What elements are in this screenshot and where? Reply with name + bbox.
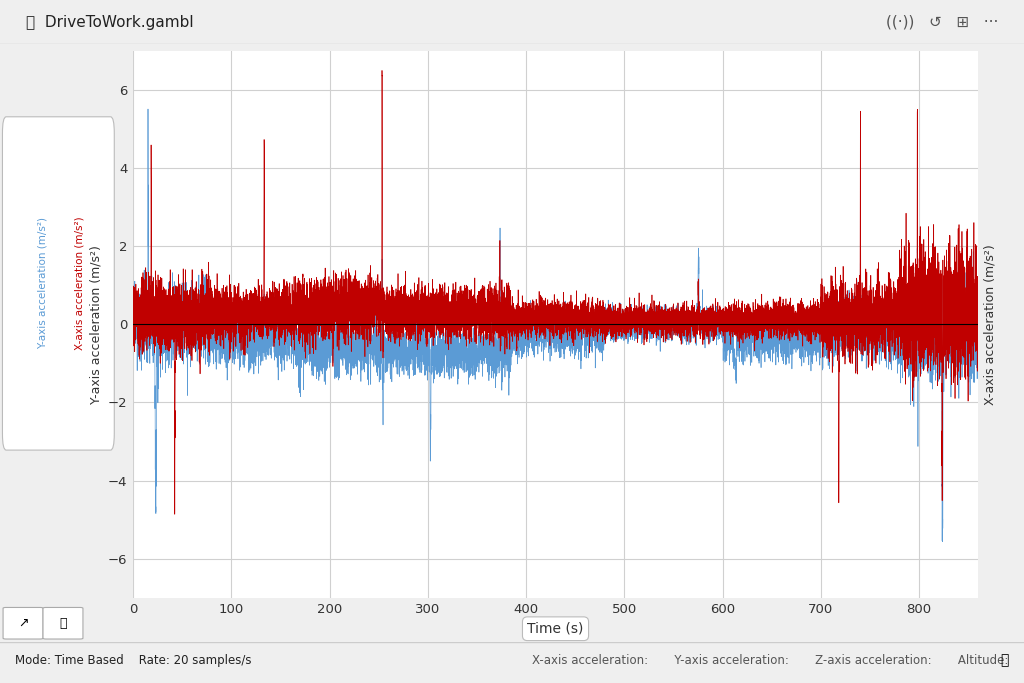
Y-axis label: X-axis acceleration (m/s²): X-axis acceleration (m/s²) [983, 244, 996, 405]
Text: ((·))   ↺   ⊞   ···: ((·)) ↺ ⊞ ··· [886, 15, 998, 29]
Text: 🗋  DriveToWork.gambl: 🗋 DriveToWork.gambl [26, 15, 194, 29]
Text: X-axis acceleration:       Y-axis acceleration:       Z-axis acceleration:      : X-axis acceleration: Y-axis acceleration… [532, 654, 1009, 667]
X-axis label: Time (s): Time (s) [527, 622, 584, 636]
Text: 🔧: 🔧 [1000, 654, 1009, 667]
Text: Mode: Time Based    Rate: 20 samples/s: Mode: Time Based Rate: 20 samples/s [15, 654, 252, 667]
FancyBboxPatch shape [3, 607, 43, 639]
FancyBboxPatch shape [43, 607, 83, 639]
Text: ↗: ↗ [17, 617, 29, 630]
Text: Y-axis acceleration (m/s²): Y-axis acceleration (m/s²) [38, 217, 48, 350]
FancyBboxPatch shape [2, 117, 115, 450]
Text: X-axis acceleration (m/s²): X-axis acceleration (m/s²) [75, 217, 85, 350]
Text: 🔍: 🔍 [59, 617, 67, 630]
Y-axis label: Y-axis acceleration (m/s²): Y-axis acceleration (m/s²) [89, 245, 102, 404]
